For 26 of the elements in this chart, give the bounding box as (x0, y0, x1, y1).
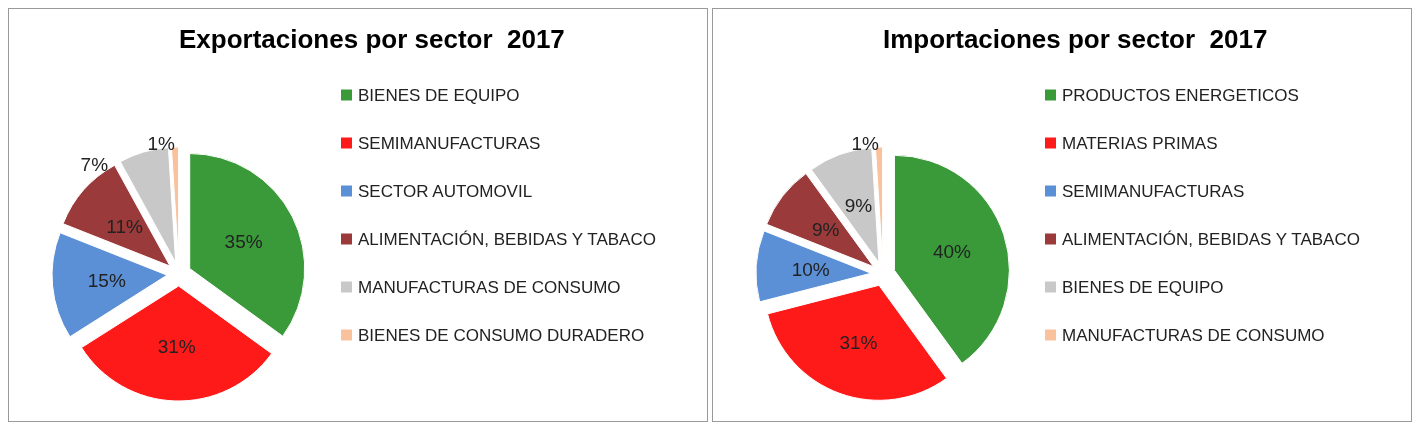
data-label: 1% (851, 132, 879, 154)
legend-label: MANUFACTURAS DE CONSUMO (1062, 325, 1325, 345)
legend-label: PRODUCTOS ENERGETICOS (1062, 85, 1299, 105)
data-label: 9% (844, 195, 873, 217)
legend-label: BIENES DE EQUIPO (1062, 277, 1224, 297)
data-label: 9% (811, 219, 840, 241)
legend-label: ALIMENTACIÓN, BEBIDAS Y TABACO (1062, 229, 1360, 249)
legend-label: MANUFACTURAS DE CONSUMO (358, 277, 621, 297)
legend-label: BIENES DE CONSUMO DURADERO (358, 325, 645, 345)
legend-label: SECTOR AUTOMOVIL (358, 181, 533, 201)
data-label: 1% (147, 132, 175, 154)
data-label: 31% (839, 331, 878, 353)
data-label: 31% (157, 335, 196, 357)
legend-label: BIENES DE EQUIPO (358, 85, 520, 105)
legend-label: MATERIAS PRIMAS (1062, 133, 1218, 153)
data-label: 15% (87, 270, 126, 292)
data-label: 11% (106, 215, 144, 237)
data-label: 7% (80, 154, 109, 176)
data-label: 10% (791, 258, 830, 280)
data-label: 35% (224, 230, 263, 252)
legend-label: SEMIMANUFACTURAS (1062, 181, 1245, 201)
chart-title: Importaciones por sector 2017 (883, 24, 1268, 54)
chart-title: Exportaciones por sector 2017 (179, 24, 565, 54)
data-label: 40% (932, 241, 972, 263)
legend-label: SEMIMANUFACTURAS (358, 133, 541, 153)
legend-label: ALIMENTACIÓN, BEBIDAS Y TABACO (358, 229, 656, 249)
